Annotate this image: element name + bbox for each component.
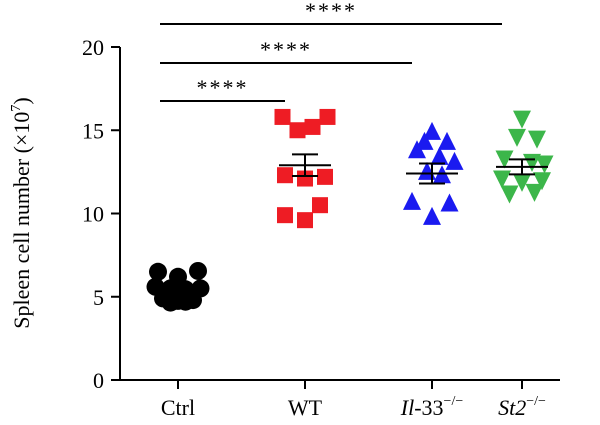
- data-point: [500, 185, 519, 204]
- category-label-part: WT: [288, 395, 323, 420]
- data-point: [535, 155, 554, 174]
- category-label-part: Il: [400, 395, 414, 420]
- data-point: [408, 140, 426, 159]
- data-point: [403, 191, 421, 210]
- data-point: [438, 131, 456, 150]
- data-point: [297, 170, 313, 187]
- data-point: [495, 150, 514, 169]
- data-point: [445, 151, 464, 170]
- y-axis-title: Spleen cell number (×107): [9, 97, 34, 328]
- category-label: Il-33−/−: [400, 394, 464, 420]
- y-axis-label-text: Spleen cell number (×10: [9, 112, 34, 329]
- significance-brackets: **** **** ****: [160, 0, 502, 102]
- category-label: Ctrl: [161, 395, 195, 420]
- data-point: [533, 172, 551, 191]
- data-point: [289, 122, 306, 139]
- y-tick-label: 5: [93, 285, 104, 310]
- data-point: [277, 167, 293, 184]
- significance-label: ****: [260, 37, 312, 62]
- mean-sem-bars: [152, 153, 548, 294]
- significance-label: ****: [197, 75, 249, 100]
- data-point: [423, 206, 441, 225]
- category-label-part: St2: [498, 395, 526, 420]
- data-point: [149, 262, 167, 281]
- data-point: [423, 121, 441, 140]
- data-point: [513, 110, 531, 129]
- data-point: [493, 170, 511, 189]
- data-point: [525, 183, 544, 202]
- y-axis-label: Spleen cell number (×107): [9, 97, 34, 328]
- data-point: [508, 128, 526, 147]
- category-label-part: -33: [414, 395, 443, 420]
- data-point: [430, 146, 449, 165]
- y-axis-label-close: ): [9, 97, 34, 104]
- data-point: [189, 261, 207, 280]
- category-label-part: −/−: [526, 394, 546, 409]
- data-points: [146, 108, 554, 312]
- category-label: WT: [288, 395, 323, 420]
- data-point: [319, 108, 336, 125]
- data-point: [277, 207, 293, 224]
- category-labels: Ctrl WT Il-33−/− St2−/−: [161, 394, 546, 420]
- data-point: [523, 153, 541, 172]
- data-point: [176, 292, 195, 311]
- significance-label: ****: [305, 0, 357, 23]
- data-point: [274, 108, 291, 125]
- y-tick-label: 20: [82, 35, 104, 60]
- y-tick-label: 15: [82, 118, 104, 143]
- y-tick-label: 0: [93, 368, 104, 393]
- category-label: St2−/−: [498, 394, 546, 420]
- axes: 0 5 10 15 20: [82, 35, 560, 393]
- data-point: [513, 173, 531, 192]
- data-point: [304, 118, 321, 135]
- data-point: [317, 168, 333, 185]
- data-point: [161, 293, 180, 312]
- data-point: [440, 193, 459, 212]
- category-label-part: Ctrl: [161, 395, 195, 420]
- y-tick-label: 10: [82, 202, 104, 227]
- data-point: [528, 130, 546, 149]
- category-label-part: −/−: [444, 394, 464, 409]
- data-point: [415, 131, 434, 150]
- data-point: [312, 197, 328, 214]
- y-axis-label-exponent: 7: [9, 105, 24, 112]
- data-point: [297, 212, 313, 229]
